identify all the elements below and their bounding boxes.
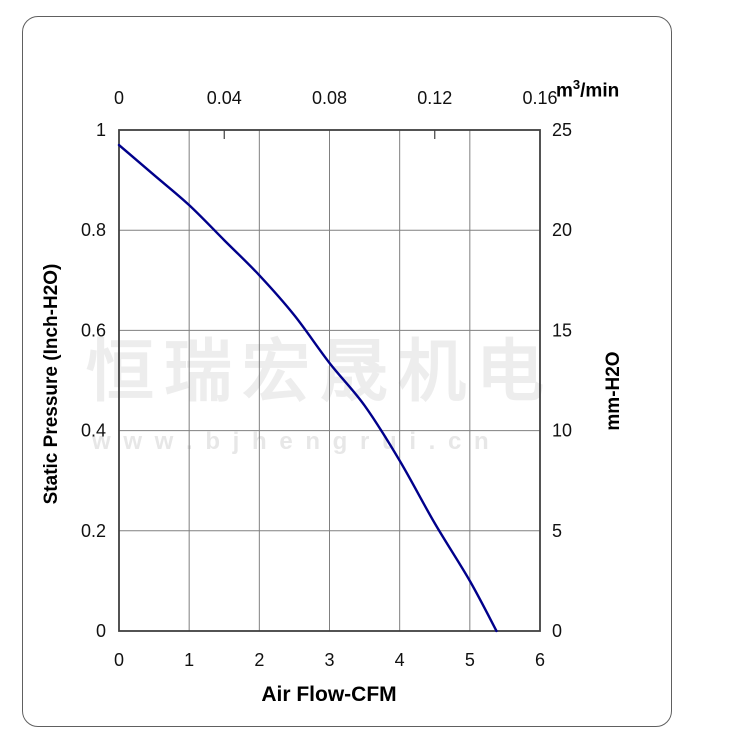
right-tick-label: 10 — [552, 421, 572, 441]
left-tick-label: 0.4 — [81, 421, 106, 441]
performance-curve — [117, 143, 498, 633]
left-tick-label: 1 — [96, 120, 106, 140]
top-axis-unit-label: m3/min — [556, 77, 619, 102]
left-tick-label: 0.6 — [81, 320, 106, 340]
right-tick-label: 5 — [552, 521, 562, 541]
bottom-tick-label: 4 — [395, 650, 405, 670]
bottom-axis-title: Air Flow-CFM — [261, 683, 397, 706]
left-tick-label: 0 — [96, 621, 106, 641]
right-tick-label: 15 — [552, 320, 572, 340]
top-tick-label: 0.08 — [312, 88, 347, 108]
right-tick-label: 0 — [552, 621, 562, 641]
figure-frame-border — [22, 16, 672, 727]
plot-border — [118, 129, 541, 632]
left-tick-label: 0.8 — [81, 220, 106, 240]
bottom-tick-label: 1 — [184, 650, 194, 670]
right-tick-label: 20 — [552, 220, 572, 240]
bottom-tick-label: 2 — [254, 650, 264, 670]
bottom-tick-label: 5 — [465, 650, 475, 670]
watermark-company-text: 恒瑞宏晟机电 — [86, 334, 555, 410]
right-tick-label: 25 — [552, 120, 572, 140]
bottom-tick-label: 3 — [324, 650, 334, 670]
watermark-url-text: w w w . b j h e n g r u i . c n — [92, 428, 492, 455]
bottom-tick-label: 0 — [114, 650, 124, 670]
bottom-tick-label: 6 — [535, 650, 545, 670]
left-tick-label: 0.2 — [81, 521, 106, 541]
top-tick-label: 0.12 — [417, 88, 452, 108]
top-unit-prefix: m — [556, 80, 573, 102]
top-unit-suffix: /min — [580, 80, 620, 102]
top-tick-label: 0.04 — [207, 88, 242, 108]
top-tick-label: 0.16 — [522, 88, 557, 108]
top-unit-superscript: 3 — [572, 77, 581, 92]
top-tick-label: 0 — [114, 88, 124, 108]
